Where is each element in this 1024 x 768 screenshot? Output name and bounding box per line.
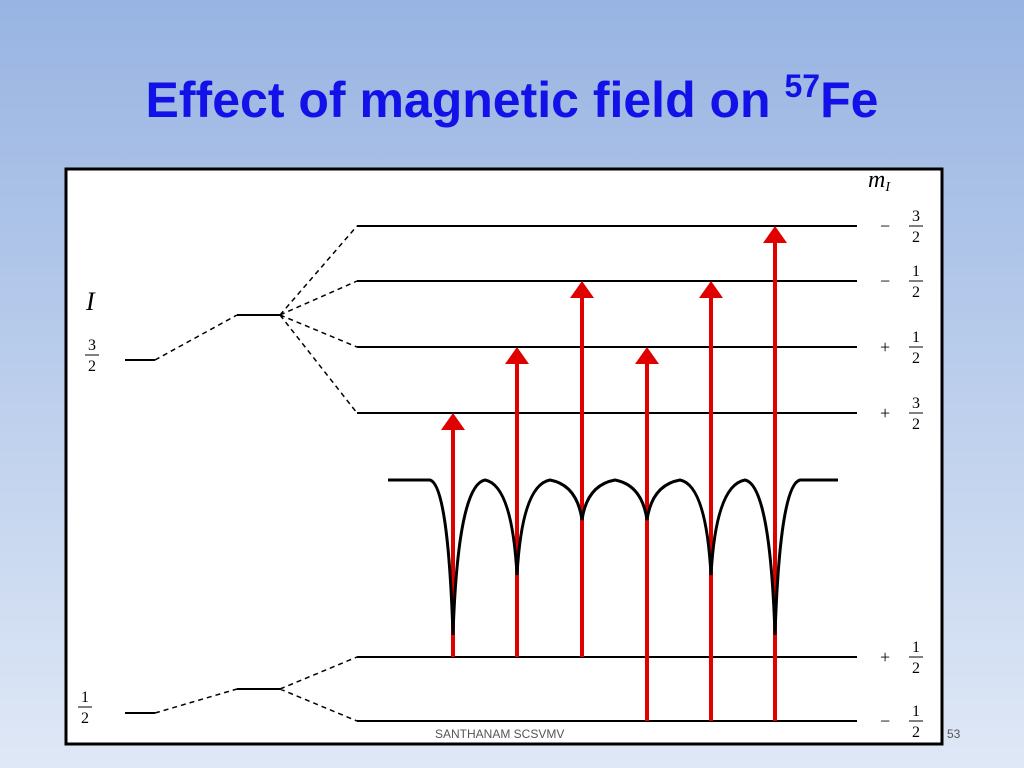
numerator: 1 xyxy=(912,263,920,280)
numerator: 1 xyxy=(912,639,920,656)
numerator: 1 xyxy=(912,703,920,720)
denominator: 2 xyxy=(912,350,920,367)
denominator: 2 xyxy=(88,358,96,375)
transitions xyxy=(441,226,787,721)
level-sign: + xyxy=(880,337,890,357)
level-labels: − 3 2 − 1 2 + 1 2 + 3 2 + 1 2 − 1 2 xyxy=(880,208,923,741)
level-sign: − xyxy=(880,711,890,731)
level-sign: + xyxy=(880,403,890,423)
arrow-head xyxy=(505,347,529,364)
arrow-head xyxy=(699,281,723,298)
numerator: 1 xyxy=(912,329,920,346)
title-element: Fe xyxy=(820,72,878,128)
denominator: 2 xyxy=(912,284,920,301)
slide-title: Effect of magnetic field on 57Fe xyxy=(146,68,879,128)
denominator: 2 xyxy=(912,660,920,677)
arrow-head xyxy=(441,413,465,430)
arrow-head xyxy=(570,281,594,298)
splitting-lines xyxy=(154,225,358,722)
arrow-head xyxy=(763,226,787,243)
level-sign: − xyxy=(880,271,890,291)
numerator: 3 xyxy=(88,337,96,354)
title-text: Effect of magnetic field on xyxy=(146,72,785,128)
level-sign: − xyxy=(880,216,890,236)
level-sign: + xyxy=(880,647,890,667)
mi-subscript: I xyxy=(884,180,891,195)
mi-label: mI xyxy=(868,167,891,195)
title-superscript: 57 xyxy=(785,68,821,104)
labels: I 3 2 1 2 mI xyxy=(78,167,891,727)
page-number: 53 xyxy=(947,727,961,741)
diagram-frame xyxy=(64,167,944,746)
numerator: 1 xyxy=(81,689,89,706)
denominator: 2 xyxy=(912,724,920,741)
denominator: 2 xyxy=(912,229,920,246)
footer-author: SANTHANAM SCSVMV xyxy=(435,727,564,741)
denominator: 2 xyxy=(912,416,920,433)
arrow-head xyxy=(635,347,659,364)
numerator: 3 xyxy=(912,395,920,412)
mi-symbol: m xyxy=(868,167,885,193)
spin-label: I xyxy=(85,287,96,316)
spectrum xyxy=(388,478,838,636)
denominator: 2 xyxy=(81,710,89,727)
numerator: 3 xyxy=(912,208,920,225)
